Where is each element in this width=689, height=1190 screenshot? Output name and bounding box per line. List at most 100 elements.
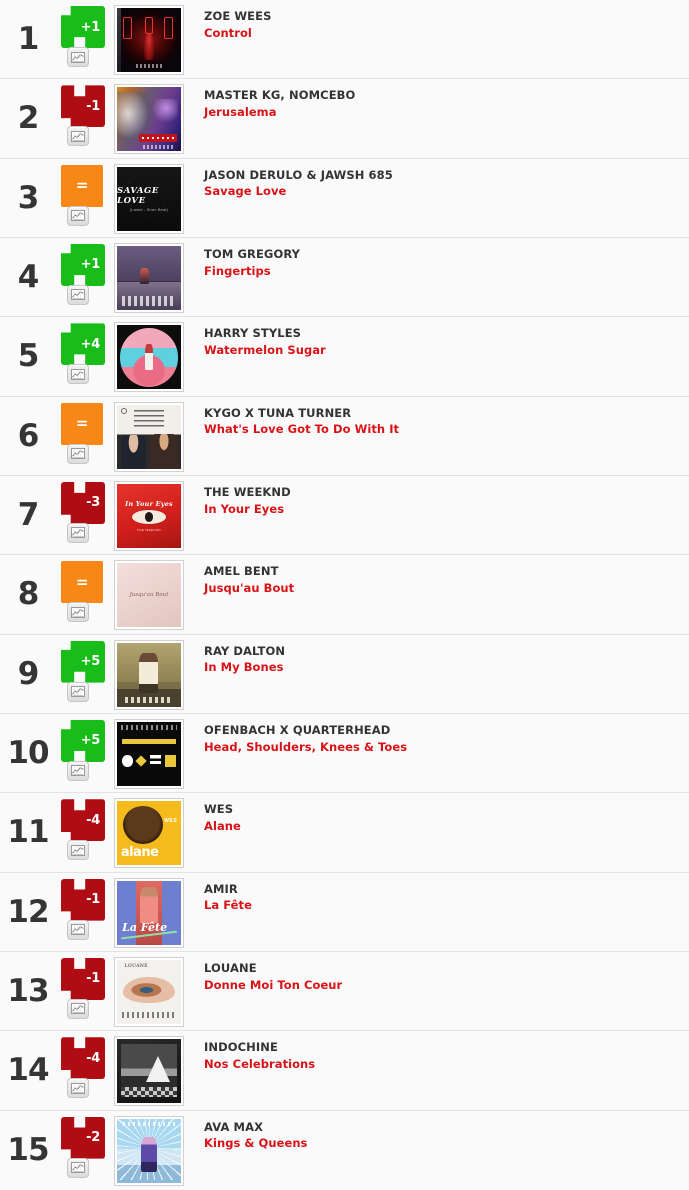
- song-title[interactable]: Kings & Queens: [204, 1136, 308, 1151]
- cover-cell[interactable]: [114, 635, 196, 710]
- chart-statistics-icon[interactable]: [67, 522, 89, 543]
- chart-row[interactable]: 4 +1 TOM GREGORY Fingertips: [0, 237, 689, 318]
- artist-name[interactable]: THE WEEKND: [204, 484, 291, 499]
- chart-row[interactable]: 13 -1 LOUANE LOUANE Donne Moi Ton Coeur: [0, 951, 689, 1032]
- song-title[interactable]: Watermelon Sugar: [204, 342, 326, 357]
- album-cover-frame[interactable]: [114, 242, 184, 313]
- song-title[interactable]: Jerusalema: [204, 105, 277, 119]
- chart-row[interactable]: 14 -4 INDOCHINE Nos Celebrations: [0, 1031, 689, 1111]
- chart-statistics-icon[interactable]: [67, 840, 89, 861]
- track-info: AMIR La Fête: [196, 873, 689, 915]
- album-cover-frame[interactable]: [114, 718, 184, 789]
- song-title[interactable]: Savage Love: [204, 184, 287, 199]
- chart-row[interactable]: 3 = SAVAGE LOVE (Laxed - Siren Beat) JASON D…: [0, 158, 689, 238]
- cover-cell[interactable]: LOUANE: [114, 952, 196, 1027]
- album-cover-frame[interactable]: LOUANE: [114, 956, 184, 1027]
- cover-cell[interactable]: Jusqu'au Bout: [114, 555, 196, 631]
- album-cover-frame[interactable]: [114, 1115, 184, 1186]
- move-cell: +4: [56, 317, 114, 396]
- chart-row[interactable]: 8 = Jusqu'au Bout AMEL BENT Jusqu'au Bout: [0, 555, 689, 635]
- artist-name[interactable]: LOUANE: [204, 960, 257, 975]
- rank-number: 11: [7, 814, 49, 851]
- rank-cell: 13: [0, 952, 56, 1031]
- song-title[interactable]: In My Bones: [204, 660, 284, 675]
- cover-cell[interactable]: La Fête: [114, 873, 196, 948]
- chart-row[interactable]: 7 -3 In Your Eyes THE WEEKND THE WEEKND In Yo…: [0, 475, 689, 556]
- song-title[interactable]: Alane: [204, 818, 241, 833]
- artist-name[interactable]: INDOCHINE: [204, 1040, 278, 1055]
- album-cover-frame[interactable]: [114, 639, 184, 710]
- chart-statistics-icon[interactable]: [67, 364, 89, 385]
- album-cover-frame[interactable]: SAVAGE LOVE (Laxed - Siren Beat): [114, 163, 184, 234]
- chart-statistics-icon[interactable]: [67, 126, 89, 147]
- artist-name[interactable]: AMIR: [204, 881, 238, 896]
- artist-name[interactable]: OFENBACH X QUARTERHEAD: [204, 722, 391, 737]
- song-title[interactable]: What's Love Got To Do With It: [204, 422, 400, 437]
- album-cover-frame[interactable]: In Your Eyes THE WEEKND: [114, 480, 184, 551]
- cover-cell[interactable]: [114, 714, 196, 789]
- album-cover-frame[interactable]: Jusqu'au Bout: [114, 560, 184, 631]
- chart-row[interactable]: 5 +4 HARRY STYLES Watermelon Sugar: [0, 317, 689, 397]
- chart-statistics-icon[interactable]: [67, 602, 89, 623]
- album-cover-frame[interactable]: [114, 1036, 184, 1107]
- album-cover-frame[interactable]: [114, 401, 184, 472]
- cover-cell[interactable]: [114, 397, 196, 472]
- cover-cell[interactable]: SAVAGE LOVE (Laxed - Siren Beat): [114, 159, 196, 234]
- movement-badge-up: +1: [61, 243, 105, 286]
- artist-name[interactable]: AMEL BENT: [204, 564, 279, 579]
- chart-row[interactable]: 15 -2 AVA MAX Kings & Queens: [0, 1110, 689, 1190]
- cover-cell[interactable]: [114, 238, 196, 313]
- rank-cell: 11: [0, 793, 56, 872]
- chart-row[interactable]: 6 = KYGO X TUNA TURNER What's Love Got To D…: [0, 396, 689, 476]
- move-cell: +5: [56, 635, 114, 714]
- chart-row[interactable]: 12 -1 La Fête AMIR La Fête: [0, 872, 689, 952]
- artist-name[interactable]: HARRY STYLES: [204, 326, 302, 341]
- artist-name[interactable]: MASTER KG, NOMCEBO: [204, 88, 356, 103]
- chart-row[interactable]: 2 -1 MASTER KG, NOMCEBO Jerusalema: [0, 79, 689, 159]
- artist-name[interactable]: KYGO X TUNA TURNER: [204, 405, 352, 420]
- chart-statistics-icon[interactable]: [67, 443, 89, 464]
- chart-statistics-icon[interactable]: [67, 47, 89, 67]
- chart-statistics-icon[interactable]: [67, 1157, 89, 1178]
- cover-cell[interactable]: [114, 79, 196, 155]
- cover-cell[interactable]: In Your Eyes THE WEEKND: [114, 476, 196, 551]
- cover-cell[interactable]: [114, 1031, 196, 1107]
- song-title[interactable]: La Fête: [204, 898, 252, 913]
- album-cover-frame[interactable]: [114, 84, 184, 155]
- cover-cell[interactable]: WES alane: [114, 793, 196, 869]
- song-title[interactable]: Jusqu'au Bout: [204, 580, 295, 595]
- album-cover-frame[interactable]: WES alane: [114, 798, 184, 869]
- album-cover-frame[interactable]: [114, 5, 184, 75]
- song-title[interactable]: In Your Eyes: [204, 501, 285, 516]
- artist-name[interactable]: TOM GREGORY: [204, 246, 301, 261]
- artist-name[interactable]: AVA MAX: [204, 1119, 264, 1134]
- artist-name[interactable]: ZOE WEES: [204, 9, 272, 23]
- movement-badge-down: -3: [61, 481, 105, 524]
- song-title[interactable]: Head, Shoulders, Knees & Toes: [204, 739, 408, 754]
- song-title[interactable]: Control: [204, 25, 252, 40]
- chart-statistics-icon[interactable]: [67, 1078, 89, 1099]
- chart-statistics-icon[interactable]: [67, 681, 89, 702]
- chart-row[interactable]: 11 -4 WES alane WES Alane: [0, 793, 689, 873]
- chart-statistics-icon[interactable]: [67, 284, 89, 305]
- cover-cell[interactable]: [114, 317, 196, 393]
- move-cell: +1: [56, 238, 114, 317]
- song-title[interactable]: Fingertips: [204, 263, 271, 278]
- artist-name[interactable]: RAY DALTON: [204, 643, 286, 658]
- rank-number: 4: [17, 259, 40, 296]
- chart-statistics-icon[interactable]: [67, 998, 89, 1019]
- album-cover-frame[interactable]: La Fête: [114, 877, 184, 948]
- album-cover-frame[interactable]: [114, 322, 184, 393]
- chart-statistics-icon[interactable]: [67, 760, 89, 781]
- chart-statistics-icon[interactable]: [67, 205, 89, 226]
- chart-row[interactable]: 1 +1 ZOE WEES Control: [0, 0, 689, 80]
- chart-row[interactable]: 10 +5 OFENBACH X QUARTERHEAD Head, Shoulder…: [0, 713, 689, 794]
- cover-cell[interactable]: [114, 0, 196, 75]
- song-title[interactable]: Donne Moi Ton Coeur: [204, 977, 343, 992]
- song-title[interactable]: Nos Celebrations: [204, 1056, 316, 1071]
- artist-name[interactable]: WES: [204, 802, 234, 817]
- artist-name[interactable]: JASON DERULO & JAWSH 685: [204, 167, 393, 182]
- chart-row[interactable]: 9 +5 RAY DALTON In My Bones: [0, 634, 689, 714]
- chart-statistics-icon[interactable]: [67, 919, 89, 940]
- cover-cell[interactable]: [114, 1111, 196, 1186]
